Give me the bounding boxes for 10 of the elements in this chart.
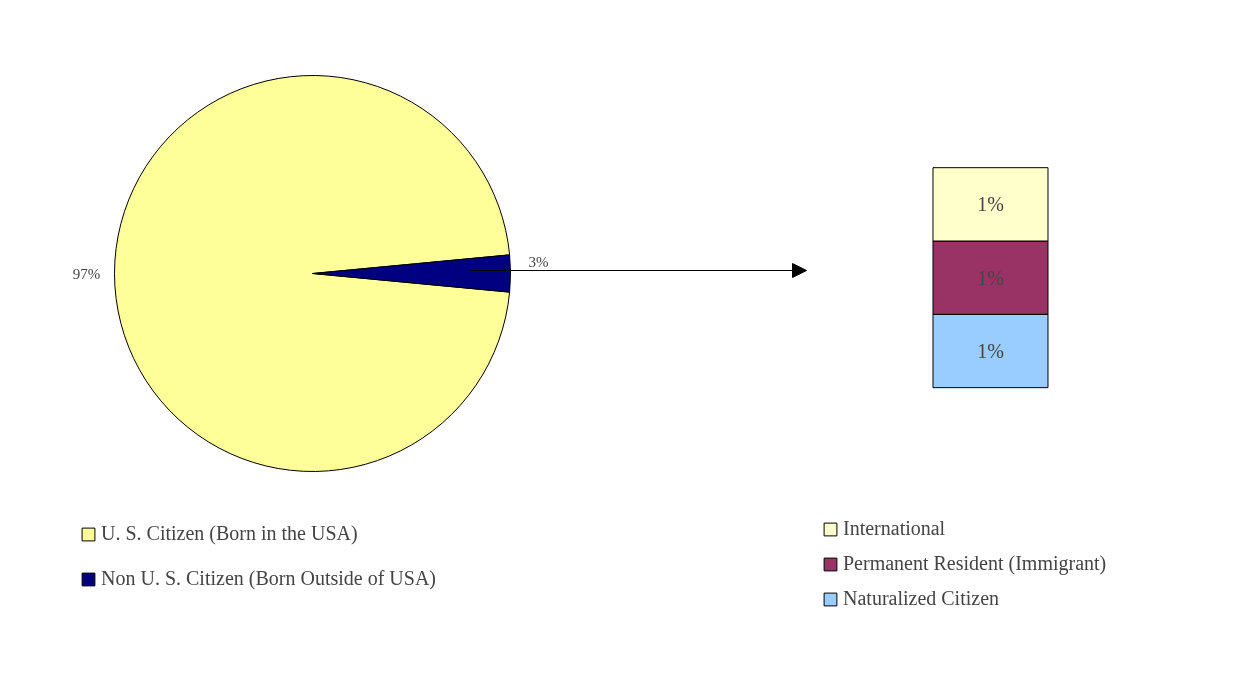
legend-label: International bbox=[843, 517, 946, 540]
legend-label: Non U. S. Citizen (Born Outside of USA) bbox=[101, 567, 436, 590]
data-label: 1% bbox=[977, 266, 1004, 289]
data-label: 1% bbox=[977, 340, 1004, 362]
legend-label: Permanent Resident (Immigrant) bbox=[843, 552, 1107, 575]
data-label: 3% bbox=[528, 253, 549, 270]
legend-label: U. S. Citizen (Born in the USA) bbox=[101, 522, 358, 545]
legend-label: Naturalized Citizen bbox=[843, 587, 1000, 610]
data-label: 1% bbox=[977, 193, 1004, 216]
data-label: 97% bbox=[72, 265, 101, 282]
